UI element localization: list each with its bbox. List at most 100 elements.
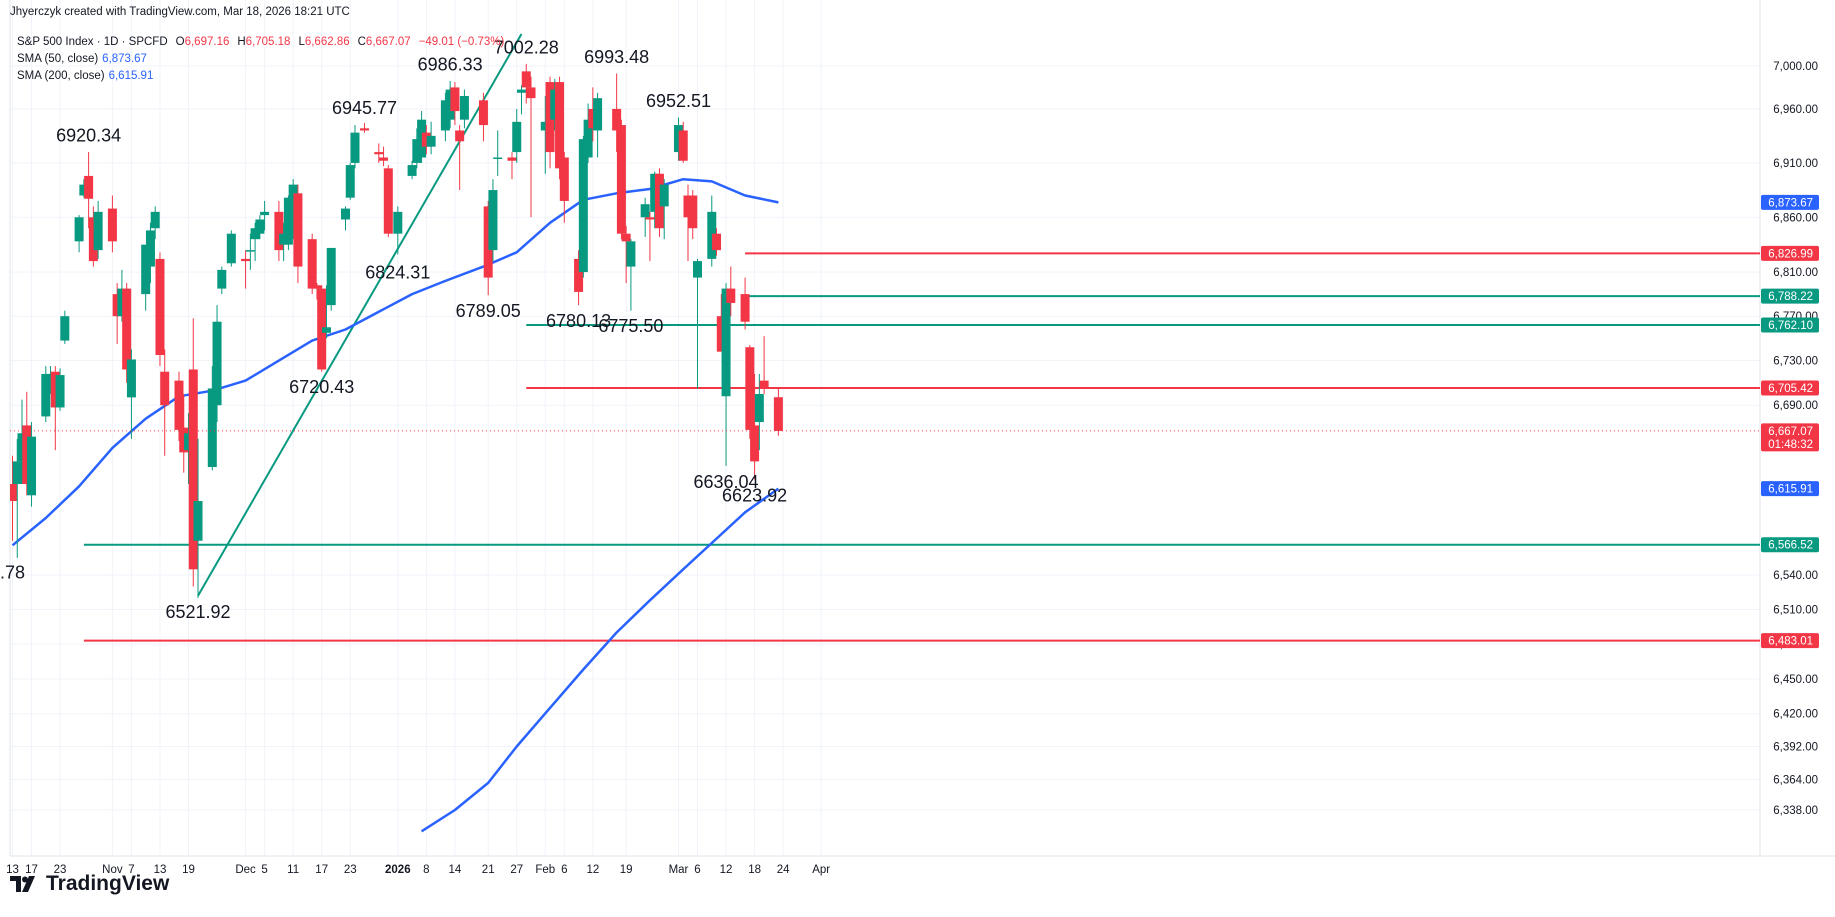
time-axis-label: 23: [344, 864, 357, 876]
price-annotation: 6952.51: [646, 91, 711, 111]
candle-body: [750, 425, 760, 462]
price-annotation: 6521.92: [165, 602, 230, 622]
candle-body: [179, 427, 189, 453]
price-axis-tag: [1761, 380, 1819, 396]
candle-body: [117, 288, 127, 317]
candle-body: [645, 217, 655, 220]
candle-body: [407, 165, 417, 176]
candle-body: [326, 247, 336, 306]
plot-area: [10, 33, 1760, 833]
symbol-name[interactable]: S&P 500 Index · 1D · SPCFD: [17, 36, 168, 48]
candle-body: [555, 82, 565, 169]
price-annotation: 6780.13: [546, 311, 611, 331]
candle-body: [640, 204, 650, 218]
price-annotation: 6824.31: [365, 262, 430, 282]
price-axis-tag: [1761, 245, 1819, 261]
candle-body: [279, 233, 289, 245]
price-axis-label: 6,960.00: [1773, 104, 1818, 116]
candle-body: [478, 100, 488, 126]
candle-body: [578, 139, 588, 273]
candle-body: [122, 288, 132, 370]
sma200-label: SMA (200, close): [17, 70, 105, 82]
candle-body: [374, 152, 384, 155]
candle-body: [516, 89, 526, 93]
candle-body: [488, 190, 498, 251]
price-axis-tag-label: 6,826.99: [1768, 248, 1813, 260]
price-axis-tag-label: 6,705.42: [1768, 383, 1813, 395]
candle-body: [745, 347, 755, 430]
time-axis-label: 18: [748, 864, 761, 876]
sma200-value: 6,615.91: [108, 70, 154, 82]
time-axis-label: 12: [720, 864, 733, 876]
candle-body: [626, 241, 636, 267]
price-annotation: 6789.05: [456, 301, 521, 321]
candle-body: [773, 397, 783, 431]
candle-body: [650, 173, 660, 212]
candle-body: [41, 373, 51, 417]
candle-body: [754, 394, 764, 423]
candle-body: [716, 316, 726, 352]
candle-body: [593, 98, 603, 131]
price-annotation: 6775.50: [598, 316, 663, 336]
candle-body: [217, 269, 227, 289]
sma50-label: SMA (50, close): [17, 53, 99, 65]
price-annotation: 6623.92: [722, 486, 787, 506]
candle-body: [321, 327, 331, 333]
annotations: 6920.34 6945.77 6986.33 7002.28 6993.48 6952.…: [0, 38, 787, 622]
time-axis-label: 24: [777, 864, 790, 876]
sma50-legend-row[interactable]: SMA (50, close) 6,873.67: [17, 51, 504, 68]
candle-body: [612, 108, 622, 131]
price-axis-tag-label: 6,566.52: [1768, 540, 1813, 552]
candle-body: [707, 211, 717, 259]
candle-body: [574, 258, 584, 292]
candle-body: [550, 89, 560, 120]
candle-body: [383, 168, 393, 234]
time-axis-label: 14: [449, 864, 462, 876]
price-annotation: 6920.34: [56, 126, 121, 146]
price-axis-tag-label: 6,483.01: [1768, 636, 1813, 648]
time-axis-label: Apr: [812, 864, 830, 876]
candle-body: [688, 195, 698, 229]
candle-body: [393, 211, 403, 234]
tradingview-logo[interactable]: TradingView: [10, 872, 169, 896]
candle-body: [55, 375, 65, 408]
time-axis-label: 19: [182, 864, 195, 876]
candle-body: [288, 184, 298, 234]
candle-body: [155, 258, 165, 356]
time-axis-label: 6: [561, 864, 567, 876]
price-axis-label: 7,000.00: [1773, 61, 1818, 73]
candle-body: [145, 230, 155, 267]
time-axis-label: 8: [423, 864, 429, 876]
time-axis-label: 23: [54, 864, 67, 876]
candle-body: [350, 132, 360, 163]
candle-body: [312, 285, 322, 289]
candle-body: [107, 208, 117, 242]
price-annotation: 6636.04: [694, 472, 759, 492]
price-axis-tag: [1761, 481, 1819, 497]
candle-body: [683, 195, 693, 218]
candle-body: [512, 121, 522, 153]
candle-body: [141, 244, 151, 295]
time-axis-label: 13: [154, 864, 167, 876]
sma200-legend-row[interactable]: SMA (200, close) 6,615.91: [17, 68, 504, 85]
sma-line: [420, 487, 780, 833]
candle-body: [74, 217, 84, 242]
candle-body: [721, 288, 731, 397]
candle-body: [50, 371, 60, 408]
price-change: −49.01 (−0.73%): [418, 36, 505, 48]
time-axis-label: Nov: [102, 864, 123, 876]
ohlc-high: H6,705.18: [237, 36, 291, 48]
price-annotation: 6993.48: [584, 47, 649, 67]
candle-body: [22, 425, 32, 484]
candle-body: [293, 193, 303, 267]
candle-body: [526, 87, 536, 99]
price-axis-label: 6,730.00: [1773, 356, 1818, 368]
price-axis-tag: [1761, 194, 1819, 210]
candle-body: [283, 197, 293, 245]
price-axis-tag-label: 6,667.07: [1768, 426, 1813, 438]
candle-body: [150, 211, 160, 229]
ohlc-close: C6,667.07: [357, 36, 411, 48]
candle-body: [84, 175, 94, 199]
candle-body: [317, 288, 327, 370]
